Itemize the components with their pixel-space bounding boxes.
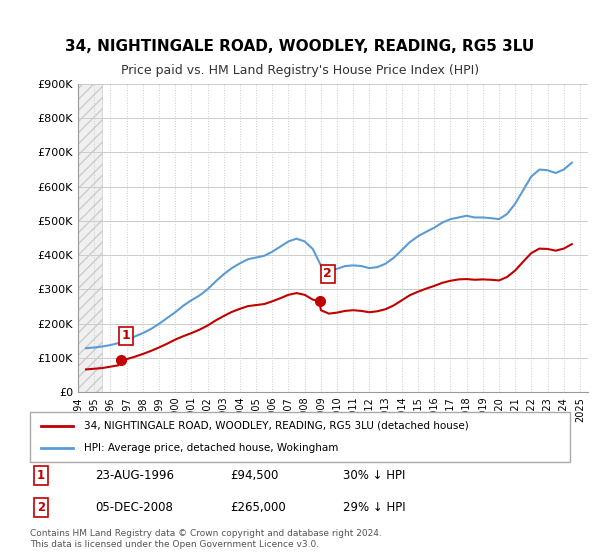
Text: 23-AUG-1996: 23-AUG-1996 [95,469,174,482]
Text: £94,500: £94,500 [230,469,278,482]
Text: Price paid vs. HM Land Registry's House Price Index (HPI): Price paid vs. HM Land Registry's House … [121,64,479,77]
Text: 2: 2 [323,268,332,281]
Text: 29% ↓ HPI: 29% ↓ HPI [343,501,406,514]
Text: HPI: Average price, detached house, Wokingham: HPI: Average price, detached house, Woki… [84,443,338,453]
Text: 34, NIGHTINGALE ROAD, WOODLEY, READING, RG5 3LU: 34, NIGHTINGALE ROAD, WOODLEY, READING, … [65,39,535,54]
Bar [78,84,102,392]
Text: 1: 1 [121,329,130,342]
Text: £265,000: £265,000 [230,501,286,514]
FancyBboxPatch shape [30,412,570,462]
Text: 05-DEC-2008: 05-DEC-2008 [95,501,173,514]
Text: 30% ↓ HPI: 30% ↓ HPI [343,469,406,482]
Text: 34, NIGHTINGALE ROAD, WOODLEY, READING, RG5 3LU (detached house): 34, NIGHTINGALE ROAD, WOODLEY, READING, … [84,421,469,431]
Text: 1: 1 [37,469,45,482]
Text: 2: 2 [37,501,45,514]
Text: Contains HM Land Registry data © Crown copyright and database right 2024.
This d: Contains HM Land Registry data © Crown c… [30,529,382,549]
